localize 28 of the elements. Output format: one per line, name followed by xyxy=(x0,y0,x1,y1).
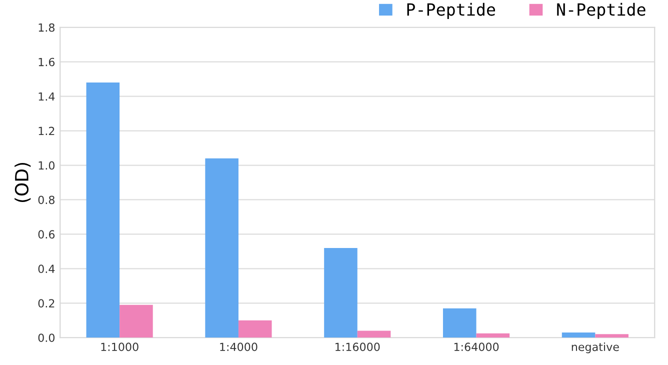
bar xyxy=(562,332,596,338)
bar xyxy=(442,308,476,338)
y-tick-label: 0.8 xyxy=(38,196,54,204)
y-tick-label: 0.6 xyxy=(38,230,55,239)
bar xyxy=(595,334,628,338)
y-axis-title: (OD) xyxy=(14,162,31,202)
x-tick-label: negative xyxy=(572,342,619,354)
y-tick-label: 0.0 xyxy=(38,334,55,342)
y-tick-label: 0.2 xyxy=(38,299,54,308)
y-tick-label: 1.0 xyxy=(38,161,55,170)
bar xyxy=(476,333,510,338)
x-tick-label: 1:1000 xyxy=(101,342,138,352)
bar xyxy=(86,82,120,338)
legend-label: N-Peptide xyxy=(557,2,646,20)
y-tick-label: 1.2 xyxy=(38,126,54,136)
bar xyxy=(238,320,272,338)
bar xyxy=(357,330,391,338)
x-tick-label: 1:4000 xyxy=(220,342,258,352)
y-tick-label: 1.4 xyxy=(38,92,55,101)
x-tick-label: 1:16000 xyxy=(336,342,380,352)
y-tick-label: 1.6 xyxy=(38,58,55,66)
y-tick-label: 1.8 xyxy=(38,23,54,32)
bar xyxy=(120,304,153,338)
legend-label: P-Peptide xyxy=(407,2,496,20)
bar xyxy=(205,158,238,338)
x-tick-label: 1:64000 xyxy=(454,342,499,352)
y-tick-label: 0.4 xyxy=(38,264,55,274)
bar xyxy=(324,248,358,338)
